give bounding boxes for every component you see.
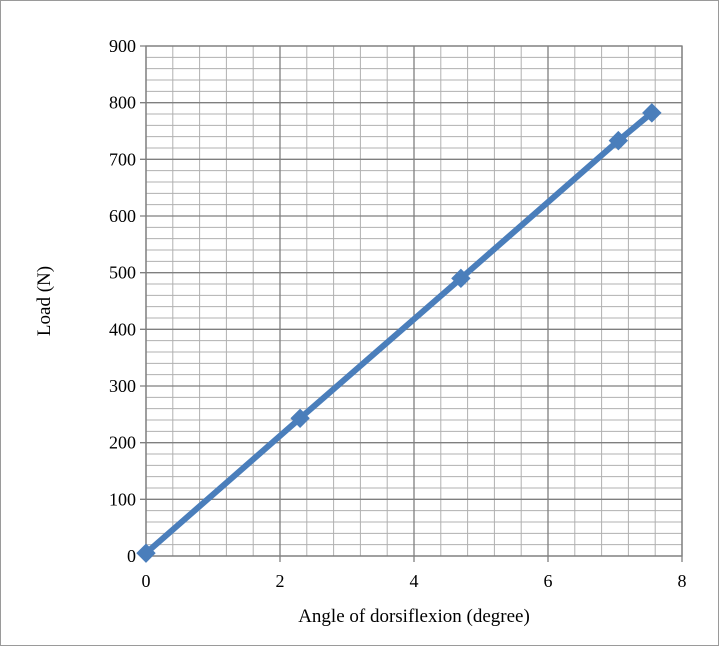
plot-border-rect	[145, 45, 683, 557]
y-tick-label: 0	[127, 546, 136, 566]
y-tick-label: 100	[109, 489, 136, 509]
data-series	[136, 103, 662, 563]
data-point-marker	[451, 268, 471, 289]
x-tick-label: 2	[276, 571, 285, 591]
y-tick-label: 300	[109, 376, 136, 396]
y-tick-label: 700	[109, 149, 136, 169]
y-tick-label: 800	[109, 93, 136, 113]
data-point-marker	[608, 130, 629, 151]
y-tick-label: 400	[109, 319, 136, 339]
x-tick-label: 6	[544, 571, 553, 591]
y-axis-tick-labels: 0 100 200 300 400 500 600 700 800 900	[109, 36, 136, 566]
data-point-marker	[136, 543, 156, 563]
y-axis-title: Load (N)	[34, 266, 55, 336]
y-tick-label: 500	[109, 263, 136, 283]
series-line	[143, 109, 655, 557]
plot-area-border	[145, 45, 683, 557]
y-tick-label: 900	[109, 36, 136, 56]
y-tick-label: 200	[109, 433, 136, 453]
x-tick-label: 4	[410, 571, 419, 591]
x-tick-label: 0	[142, 571, 151, 591]
y-tick-label: 600	[109, 206, 136, 226]
data-point-marker	[290, 408, 310, 429]
x-tick-label: 8	[678, 571, 687, 591]
data-point-marker	[642, 103, 662, 123]
x-axis-title: Angle of dorsiflexion (degree)	[298, 606, 530, 627]
x-axis-tick-labels: 0 2 4 6 8	[142, 571, 687, 591]
